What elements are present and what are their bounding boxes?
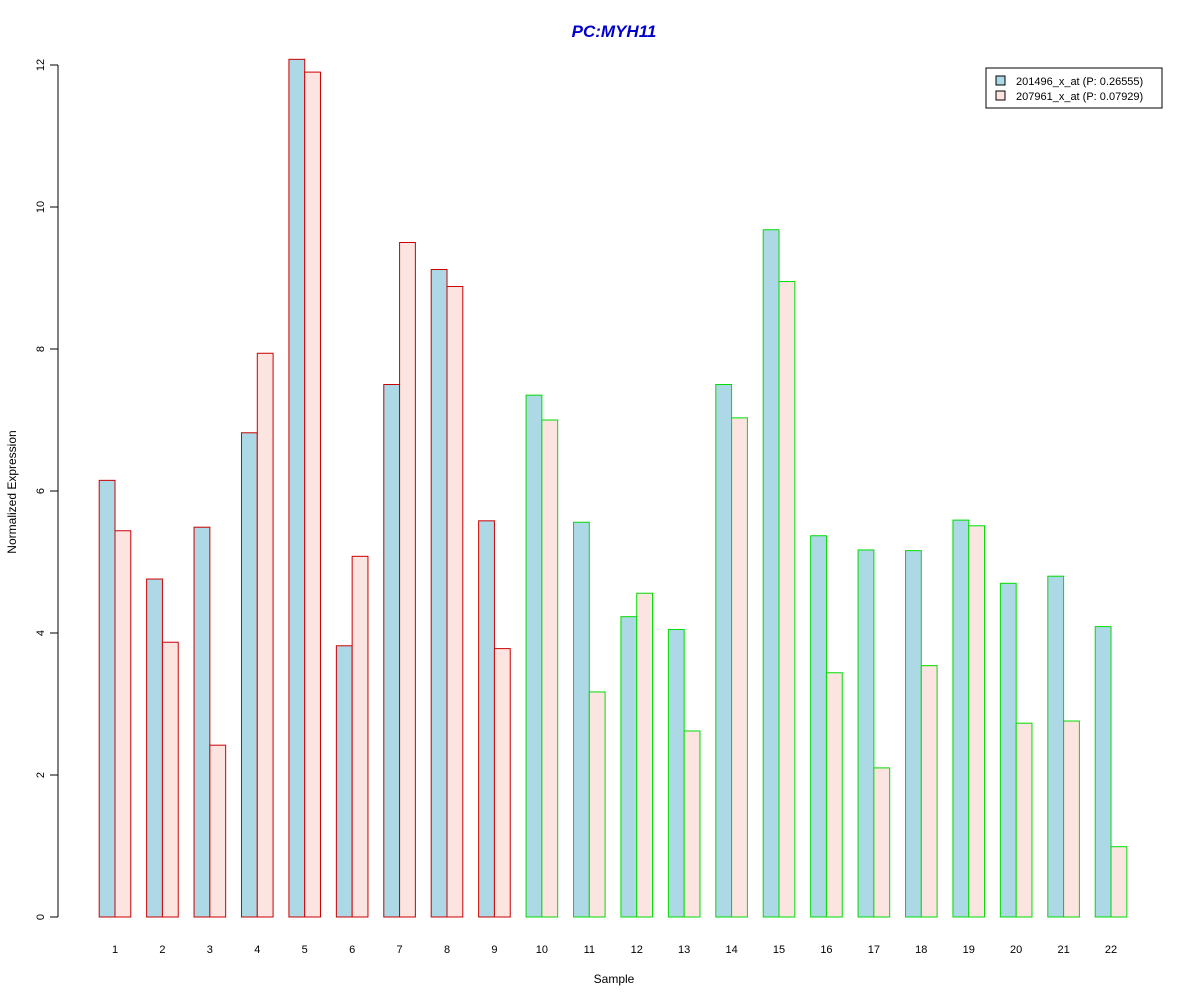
x-tick-label: 19	[963, 944, 975, 956]
x-tick-label: 8	[444, 944, 450, 956]
bar-sample-22-series-1	[1094, 626, 1112, 918]
bar-sample-16-series-2	[825, 672, 843, 918]
x-tick-label: 16	[820, 944, 832, 956]
x-tick-label: 22	[1105, 944, 1117, 956]
x-tick-label: 6	[349, 944, 355, 956]
bar-sample-8-series-1	[430, 268, 448, 918]
bar-sample-18-series-1	[905, 550, 922, 918]
bar-sample-19-series-2	[968, 525, 986, 918]
x-tick-label: 17	[868, 944, 880, 956]
bar-sample-17-series-1	[857, 549, 875, 918]
bar-sample-2-series-2	[161, 641, 179, 918]
y-tick-label: 10	[35, 201, 47, 213]
chart-title: PC:MYH11	[572, 22, 657, 41]
bar-sample-21-series-1	[1047, 575, 1065, 918]
x-tick-label: 12	[631, 944, 643, 956]
bar-sample-4-series-2	[256, 352, 274, 918]
bar-sample-11-series-1	[573, 521, 590, 918]
bar-sample-21-series-2	[1063, 720, 1080, 918]
bar-sample-7-series-2	[399, 242, 416, 918]
x-tick-label: 9	[491, 944, 497, 956]
bar-sample-16-series-1	[810, 535, 827, 918]
bar-sample-7-series-1	[383, 384, 401, 918]
y-tick-label: 2	[35, 772, 47, 778]
x-tick-label: 7	[397, 944, 403, 956]
bar-sample-3-series-2	[209, 744, 227, 918]
legend: 201496_x_at (P: 0.26555) 207961_x_at (P: …	[985, 67, 1163, 109]
x-tick-label: 3	[207, 944, 213, 956]
bar-sample-10-series-1	[525, 394, 543, 918]
x-tick-label: 11	[584, 944, 595, 956]
y-tick-label: 4	[35, 630, 47, 636]
x-axis: 1 2 3 4 5 6 7 8 9 10 11 12 13 14 15 16 17 18 19 20 21 22	[112, 944, 1117, 956]
x-tick-label: 20	[1010, 944, 1022, 956]
x-tick-label: 2	[159, 944, 165, 956]
y-tick-label: 6	[35, 488, 47, 494]
x-tick-label: 4	[254, 944, 260, 956]
bar-sample-18-series-2	[920, 665, 938, 918]
legend-entry: 207961_x_at (P: 0.07929)	[1016, 91, 1143, 103]
x-tick-label: 10	[536, 944, 548, 956]
bar-sample-12-series-1	[620, 616, 638, 918]
bar-sample-19-series-1	[952, 519, 970, 918]
bar-sample-4-series-1	[240, 432, 258, 918]
bar-sample-13-series-2	[683, 730, 701, 918]
bar-sample-20-series-1	[999, 582, 1017, 918]
bar-sample-3-series-1	[193, 526, 211, 918]
bar-sample-17-series-2	[873, 767, 891, 918]
legend-entry: 201496_x_at (P: 0.26555)	[1016, 76, 1143, 88]
x-tick-label: 18	[915, 944, 927, 956]
x-tick-label: 1	[112, 944, 118, 956]
bar-sample-5-series-1	[288, 58, 306, 918]
bar-sample-12-series-2	[636, 592, 654, 918]
legend-swatch	[995, 75, 1006, 86]
y-tick-label: 12	[35, 59, 47, 71]
bar-sample-10-series-2	[541, 419, 559, 918]
bar-sample-5-series-2	[304, 71, 322, 918]
x-tick-label: 15	[773, 944, 785, 956]
bar-sample-15-series-1	[762, 229, 780, 918]
bar-sample-9-series-2	[493, 648, 511, 918]
x-tick-label: 14	[725, 944, 737, 956]
bars	[98, 58, 1128, 918]
y-tick-label: 8	[35, 346, 47, 352]
bar-sample-20-series-2	[1015, 722, 1033, 918]
bar-sample-1-series-1	[98, 479, 116, 918]
x-tick-label: 13	[678, 944, 690, 956]
bar-sample-13-series-1	[667, 628, 685, 918]
bar-sample-15-series-2	[778, 281, 796, 918]
bar-sample-6-series-2	[351, 555, 369, 918]
bar-sample-11-series-2	[588, 691, 606, 918]
bar-sample-14-series-2	[731, 417, 748, 918]
bar-sample-2-series-1	[146, 578, 163, 918]
bar-sample-6-series-1	[335, 645, 353, 918]
x-tick-label: 5	[302, 944, 308, 956]
y-tick-label: 0	[35, 914, 47, 920]
bar-sample-22-series-2	[1110, 846, 1128, 918]
bar-sample-8-series-2	[446, 286, 464, 918]
bar-sample-1-series-2	[114, 530, 132, 918]
x-tick-label: 21	[1057, 944, 1069, 956]
y-axis-label: Normalized Expression	[5, 430, 19, 553]
legend-box	[985, 67, 1163, 109]
bar-sample-14-series-1	[715, 384, 733, 918]
y-axis: 0 2 4 6 8 10 12	[35, 59, 59, 920]
bar-sample-9-series-1	[478, 520, 495, 918]
legend-swatch	[995, 90, 1006, 101]
x-axis-label: Sample	[594, 972, 635, 986]
